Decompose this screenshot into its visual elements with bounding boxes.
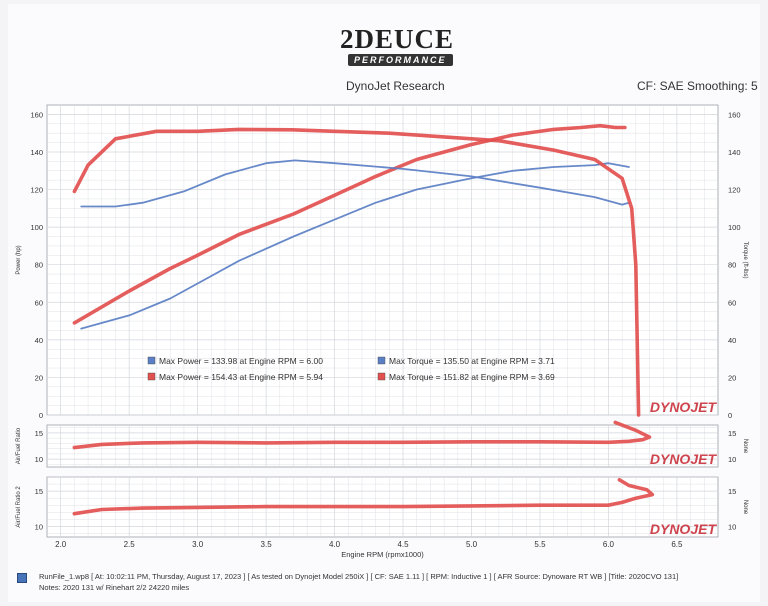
correction-factor: CF: SAE Smoothing: 5 (637, 79, 758, 93)
x-tick-label: 3.0 (192, 540, 204, 549)
y-tick-label: 120 (30, 186, 43, 195)
legend-swatch-red (147, 372, 156, 381)
y-tick-label: 10 (35, 522, 43, 531)
y2-tick-label: 100 (728, 223, 741, 232)
y2-tick-label: 40 (728, 336, 736, 345)
x-tick-label: 5.0 (466, 540, 478, 549)
y-tick-label: 0 (39, 411, 43, 420)
footer-run-info: RunFile_1.wp8 [ At: 10:02:11 PM, Thursda… (39, 572, 679, 581)
y-tick-label: 40 (35, 336, 43, 345)
legend-swatch-blue (147, 356, 156, 365)
series-line-blue-power (80, 162, 630, 330)
x-tick-label: 5.5 (534, 540, 546, 549)
x-tick-label: 6.5 (671, 540, 683, 549)
dynojet-watermark: DYNOJET (650, 521, 718, 537)
y2-tick-label: 15 (728, 429, 736, 438)
dynojet-watermark: DYNOJET (650, 399, 718, 415)
y-tick-label: 20 (35, 373, 43, 382)
y2-tick-label: 15 (728, 487, 736, 496)
y2-tick-label: 120 (728, 186, 741, 195)
y-tick-label: 15 (35, 487, 43, 496)
x-tick-label: 6.0 (603, 540, 615, 549)
y-tick-label: 80 (35, 261, 43, 270)
y2-axis-label: None (742, 439, 748, 454)
y2-tick-label: 10 (728, 522, 736, 531)
plot-frame-1 (46, 424, 719, 468)
y2-tick-label: 0 (728, 411, 732, 420)
file-icon (17, 573, 27, 583)
report-title: DynoJet Research (346, 79, 445, 93)
y-tick-label: 10 (35, 455, 43, 464)
legend-swatch-red (377, 372, 386, 381)
y-tick-label: 140 (30, 148, 43, 157)
logo-text: 2DEUCE (340, 24, 455, 54)
y2-tick-label: 10 (728, 455, 736, 464)
y-axis-label: Air/Fuel Ratio (16, 427, 22, 464)
y2-axis-label: Torque (ft-lbs) (742, 241, 748, 278)
x-tick-label: 4.5 (397, 540, 409, 549)
x-tick-label: 2.0 (55, 540, 67, 549)
y2-tick-label: 60 (728, 298, 736, 307)
x-tick-label: 3.5 (261, 540, 273, 549)
series-line-blue-torque (80, 159, 630, 208)
y-axis-label: Air/Fuel Ratio 2 (16, 486, 22, 528)
legend-entry: Max Torque = 135.50 at Engine RPM = 3.71 (389, 356, 555, 366)
series-line-red-torque (72, 127, 641, 417)
deuce-performance-logo: 2DEUCE PERFORMANCE (300, 20, 470, 72)
legend-entry: Max Torque = 151.82 at Engine RPM = 3.69 (389, 372, 555, 382)
y2-tick-label: 140 (728, 148, 741, 157)
series-line-red (72, 420, 652, 450)
x-axis-label: Engine RPM (rpmx1000) (341, 550, 424, 559)
legend-entry: Max Power = 154.43 at Engine RPM = 5.94 (159, 372, 323, 382)
y-tick-label: 160 (30, 110, 43, 119)
footer-notes: Notes: 2020 131 w/ Rinehart 2/2 24220 mi… (39, 583, 190, 592)
plot-frame-0 (46, 104, 719, 416)
legend-entry: Max Power = 133.98 at Engine RPM = 6.00 (159, 356, 323, 366)
y-tick-label: 60 (35, 298, 43, 307)
series-line-red (72, 477, 655, 516)
y-tick-label: 15 (35, 429, 43, 438)
y2-tick-label: 160 (728, 110, 741, 119)
x-tick-label: 4.0 (329, 540, 341, 549)
legend-swatch-blue (377, 356, 386, 365)
logo-subtitle: PERFORMANCE (348, 54, 453, 66)
y2-tick-label: 20 (728, 373, 736, 382)
x-tick-label: 2.5 (124, 540, 136, 549)
y2-axis-label: None (742, 500, 748, 515)
y-tick-label: 100 (30, 223, 43, 232)
dynojet-watermark: DYNOJET (650, 451, 718, 467)
y-axis-label: Power (hp) (16, 245, 22, 274)
y2-tick-label: 80 (728, 261, 736, 270)
